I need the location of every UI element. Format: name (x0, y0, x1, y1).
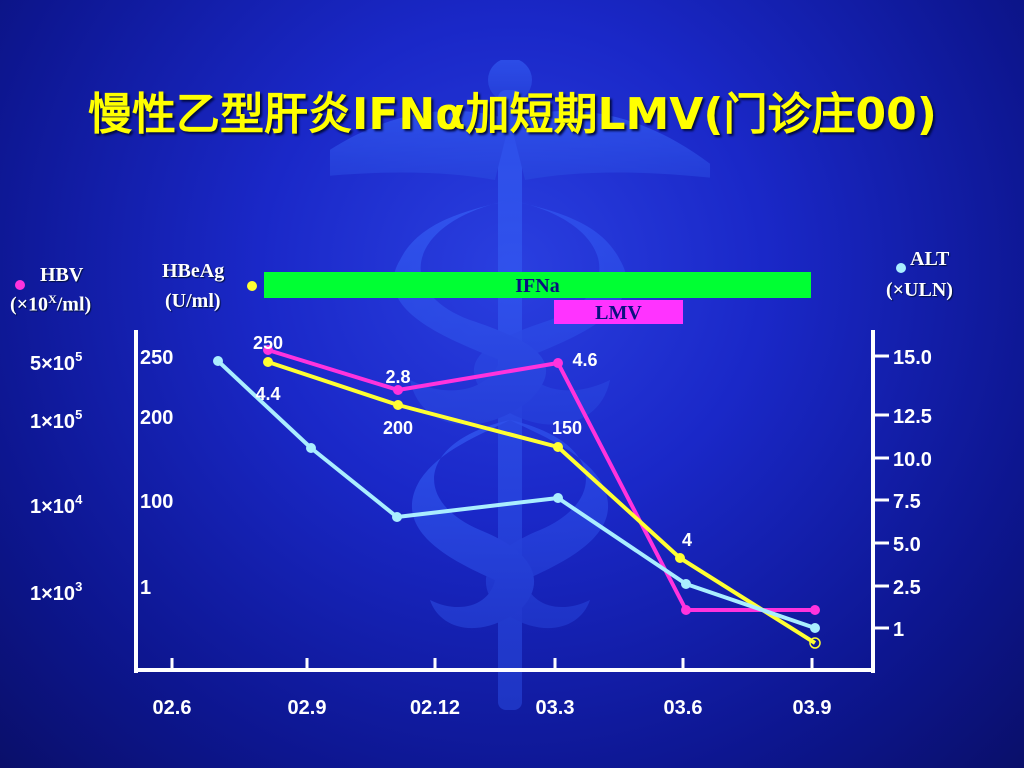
hbeag-data-point (809, 637, 821, 649)
hbv-data-point (553, 358, 563, 368)
hbv-data-point (393, 385, 403, 395)
hbv-legend-unit: (×10X/ml) (10, 292, 91, 317)
lmv-treatment-bar: LMV (554, 300, 683, 324)
hbeag-point-label: 2.8 (385, 367, 410, 387)
ifna-treatment-bar: IFNa (264, 272, 811, 298)
hbv-data-point (681, 605, 691, 615)
hbeag-data-point (263, 357, 273, 367)
alt-data-point (306, 443, 316, 453)
hbv-axis-exponent: 5 (75, 407, 82, 422)
hbv-point-label: 4.6 (572, 350, 597, 370)
x-tick-label: 03.6 (664, 697, 703, 719)
hbeag-legend-marker-icon (247, 281, 257, 291)
hbeag-data-point (553, 442, 563, 452)
alt-data-point (213, 356, 223, 366)
hbeag-axis-label: 200 (140, 407, 173, 429)
hbv-axis-exponent: 5 (75, 349, 82, 364)
hbv-legend-marker-icon (15, 280, 25, 290)
x-tick-label: 02.12 (410, 697, 460, 719)
alt-axis-label: 12.5 (893, 406, 932, 428)
alt-series-line (216, 359, 816, 630)
hbeag-axis-label: 1 (140, 577, 151, 599)
alt-data-point (392, 512, 402, 522)
alt-data-point (553, 493, 563, 503)
x-tick-label: 03.9 (793, 697, 832, 719)
hbv-data-point (810, 605, 820, 615)
x-tick-label: 02.9 (288, 697, 327, 719)
x-tick-label: 03.3 (536, 697, 575, 719)
hbv-unit-prefix: (×10 (10, 293, 49, 316)
caduceus-watermark-icon (330, 60, 710, 710)
hbeag-axis-label: 100 (140, 491, 173, 513)
alt-data-point (681, 579, 691, 589)
alt-axis-label: 2.5 (893, 577, 921, 599)
alt-legend-marker-icon (896, 263, 906, 273)
hbeag-point-label: 4 (682, 530, 692, 550)
hbv-unit-suffix: /ml) (56, 293, 92, 316)
hbv-axis-mantissa: 1×10 (30, 496, 75, 518)
alt-axis-label: 7.5 (893, 491, 921, 513)
hbeag-point-label: 200 (383, 418, 413, 438)
hbv-axis-mantissa: 1×10 (30, 411, 75, 433)
alt-legend-unit: (×ULN) (886, 279, 953, 301)
alt-data-point (810, 623, 820, 633)
alt-legend-title: ALT (910, 248, 950, 270)
hbv-axis-mantissa: 5×10 (30, 353, 75, 375)
hbv-point-label: 4.4 (255, 384, 280, 404)
hbeag-data-point (393, 400, 403, 410)
hbv-axis-exponent: 3 (75, 579, 82, 594)
hbv-axis-label: 5×105 (30, 349, 82, 375)
hbv-axis-exponent: 4 (75, 492, 83, 507)
hbeag-legend-title: HBeAg (162, 260, 225, 282)
hbeag-axis-label: 250 (140, 347, 173, 369)
hbv-unit-sup: X (48, 292, 57, 306)
hbv-legend-title: HBV (40, 264, 84, 286)
hbv-axis-label: 1×105 (30, 407, 82, 433)
hbv-axis-label: 1×103 (30, 579, 82, 605)
alt-axis-label: 5.0 (893, 534, 921, 556)
alt-axis-label: 15.0 (893, 347, 932, 369)
x-tick-label: 02.6 (153, 697, 192, 719)
page-title: 慢性乙型肝炎IFNα加短期LMV(门诊庄00) (88, 89, 937, 140)
alt-axis-label: 1 (893, 619, 904, 641)
hbeag-point-label: 250 (253, 333, 283, 353)
hbv-axis-mantissa: 1×10 (30, 583, 75, 605)
hbeag-point-label: 150 (552, 418, 582, 438)
hbeag-legend-unit: (U/ml) (165, 290, 221, 312)
hbv-data-point (263, 345, 273, 355)
alt-axis-label: 10.0 (893, 449, 932, 471)
hbeag-data-point (675, 553, 685, 563)
hbv-axis-label: 1×104 (30, 492, 83, 518)
